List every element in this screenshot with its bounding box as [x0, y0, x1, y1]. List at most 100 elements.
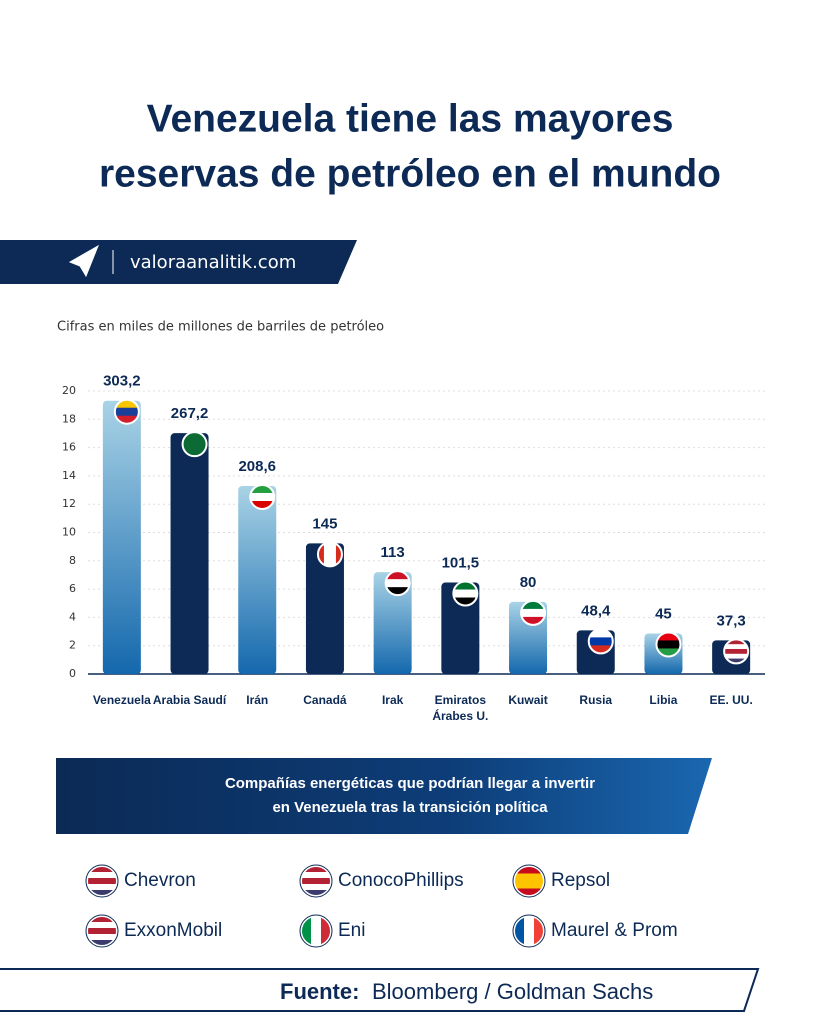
flag-stripe	[385, 571, 410, 580]
flag-stripe	[385, 579, 410, 588]
data-label: 267,2	[171, 405, 209, 422]
flag-stripe	[724, 644, 749, 650]
flag-stripe	[656, 640, 681, 649]
flag-stripe	[87, 872, 117, 879]
source-frame	[0, 968, 760, 1012]
flag-stripe	[335, 542, 342, 567]
flag-stripe	[301, 916, 312, 946]
title-line: Venezuela tiene las mayores	[147, 97, 674, 140]
flag-stripe	[250, 500, 275, 509]
flag-stripe	[521, 608, 546, 618]
flag-stripe	[453, 589, 478, 599]
chart-subtitle: Cifras en miles de millones de barriles …	[57, 320, 384, 335]
flag-ring	[384, 570, 411, 597]
bar	[238, 485, 277, 674]
company-name: ExxonMobil	[124, 920, 222, 941]
flag-stripe	[114, 407, 139, 417]
flag-stripe	[301, 872, 331, 879]
y-tick-label: 16	[62, 441, 76, 454]
brand-logo	[68, 244, 99, 278]
flag-stripe	[724, 648, 749, 655]
company-name: Chevron	[124, 870, 196, 891]
y-tick-label: 18	[62, 412, 76, 425]
flag-stripe	[114, 415, 139, 424]
companies-box	[56, 758, 712, 834]
x-tick-label: Irak	[381, 693, 404, 707]
flag-stripe	[524, 916, 535, 946]
source-text: Bloomberg / Goldman Sachs	[372, 979, 653, 1004]
bar	[170, 433, 209, 674]
flag-stripe	[588, 645, 613, 654]
data-label: 45	[655, 605, 672, 622]
flag-stripe	[321, 916, 331, 946]
flag-stripe	[311, 916, 322, 946]
x-tick-label: Rusia	[579, 693, 613, 707]
flag-stripe	[87, 890, 117, 896]
flag-stripe	[87, 928, 117, 935]
data-label: 80	[520, 574, 537, 591]
data-label: 145	[312, 515, 337, 532]
flag-ring	[113, 398, 140, 425]
flag-stripe	[724, 653, 749, 660]
x-tick-label: Arabia Saudí	[152, 693, 227, 707]
y-tick-label: 6	[69, 582, 76, 595]
flag-stripe	[301, 866, 331, 873]
flag-stripe	[514, 888, 544, 896]
title-line: reservas de petróleo en el mundo	[99, 152, 721, 195]
y-tick-label: 20	[62, 384, 76, 397]
flag-stripe	[453, 597, 478, 606]
flag-stripe	[514, 916, 525, 946]
y-tick-label: 14	[62, 469, 76, 482]
flag-stripe	[453, 581, 478, 591]
flag-ring	[86, 865, 118, 897]
flag-stripe	[514, 873, 544, 882]
data-label: 48,4	[581, 602, 611, 619]
flag-ring	[587, 628, 614, 655]
flag-stripe	[385, 587, 410, 596]
flag-stripe	[514, 881, 544, 889]
y-tick-label: 4	[69, 610, 76, 623]
data-label: 303,2	[103, 373, 141, 390]
data-label: 101,5	[442, 554, 480, 571]
x-tick-label: Irán	[246, 693, 269, 707]
flag-ring	[181, 431, 208, 458]
data-label: 208,6	[238, 458, 276, 475]
bar	[373, 572, 412, 674]
flag-stripe	[588, 637, 613, 646]
flag-stripe	[323, 542, 331, 567]
data-label: 37,3	[717, 612, 746, 629]
flag-stripe	[724, 658, 749, 664]
flag-ring	[249, 483, 276, 510]
flag-border	[85, 864, 119, 898]
flag-ring	[316, 541, 343, 568]
bar	[102, 400, 141, 674]
flag-ring	[300, 865, 332, 897]
flag-ring	[723, 638, 750, 665]
flag-border	[299, 864, 333, 898]
data-label: 113	[381, 544, 405, 561]
flag-ring	[86, 915, 118, 947]
flag-ring	[655, 631, 682, 658]
flag-stripe	[534, 916, 544, 946]
flag-stripe	[521, 600, 546, 610]
flag-stripe	[588, 629, 613, 638]
flag-stripe	[87, 916, 117, 923]
flag-stripe	[329, 542, 337, 567]
company-name: Eni	[338, 920, 365, 941]
x-tick-label: Kuwait	[508, 693, 548, 707]
flag-stripe	[250, 492, 275, 502]
flag-stripe	[656, 632, 681, 641]
brand-url: valoraanalitik.com	[130, 252, 296, 273]
y-tick-label: 10	[62, 526, 76, 539]
flag-border	[512, 914, 546, 948]
flag-stripe	[250, 484, 275, 494]
flag-stripe	[87, 934, 117, 941]
y-tick-label: 8	[69, 554, 76, 567]
flag-ring	[300, 915, 332, 947]
flag-stripe	[87, 878, 117, 885]
company-name: Maurel & Prom	[551, 920, 678, 941]
flag-ring	[513, 915, 545, 947]
flag-stripe	[87, 884, 117, 891]
flag-stripe	[87, 866, 117, 873]
